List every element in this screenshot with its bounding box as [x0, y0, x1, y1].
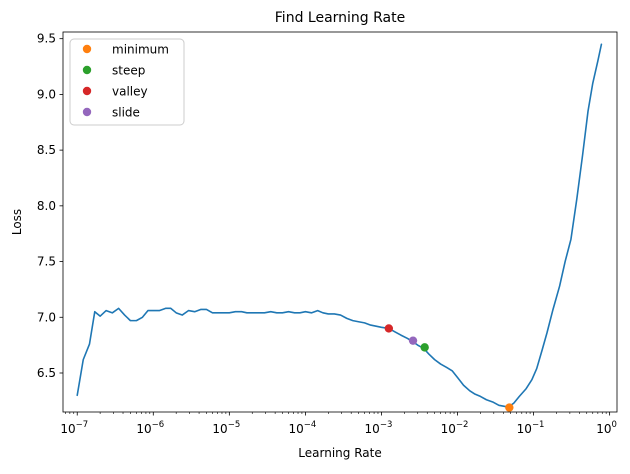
- x-tick-label-base: 10: [212, 422, 227, 436]
- y-tick-label: 8.5: [37, 143, 56, 157]
- x-tick-label-exponent: −3: [380, 420, 393, 430]
- legend-marker-steep: [82, 65, 92, 75]
- marker-steep: [420, 343, 429, 352]
- marker-valley: [384, 324, 394, 333]
- legend-label-valley: valley: [112, 85, 148, 99]
- legend-marker-slide: [82, 107, 92, 117]
- x-tick-label-base: 10: [596, 422, 611, 436]
- y-axis-label: Loss: [10, 209, 24, 235]
- legend-label-slide: slide: [112, 106, 140, 120]
- x-tick-label: 100: [596, 420, 617, 436]
- x-tick-label-base: 10: [441, 422, 456, 436]
- x-tick-label-exponent: −4: [304, 420, 317, 430]
- y-tick-label: 7.5: [37, 255, 56, 269]
- x-tick-label-exponent: 0: [612, 420, 617, 430]
- y-tick-label: 9.5: [37, 32, 56, 46]
- series-line-loss: [76, 43, 603, 408]
- marker-slide: [408, 336, 418, 345]
- x-axis-label: Learning Rate: [298, 446, 381, 460]
- x-tick-label-base: 10: [517, 422, 532, 436]
- x-tick-label-base: 10: [136, 422, 151, 436]
- legend-items: minimum steep valley slide: [82, 43, 169, 120]
- x-tick-label-base: 10: [365, 422, 380, 436]
- y-tick-label: 6.5: [37, 366, 56, 380]
- y-tick-label: 8.0: [37, 199, 56, 213]
- x-tick-label: 10−1: [517, 420, 545, 436]
- x-tick-label: 10−7: [60, 420, 88, 436]
- legend-label-minimum: minimum: [112, 43, 169, 57]
- x-tick-label-exponent: −2: [456, 420, 469, 430]
- chart-title: Find Learning Rate: [275, 10, 405, 26]
- legend-marker-minimum: [82, 44, 92, 54]
- x-tick-label: 10−2: [441, 420, 469, 436]
- legend-marker-valley: [82, 86, 92, 96]
- legend: minimum steep valley slide: [69, 38, 185, 126]
- x-tick-label: 10−6: [136, 420, 164, 436]
- y-tick-label: 7.0: [37, 310, 56, 324]
- x-tick-label: 10−4: [288, 420, 316, 436]
- x-tick-label-exponent: −5: [228, 420, 241, 430]
- marker-layer: [384, 324, 514, 412]
- marker-minimum: [505, 403, 514, 412]
- legend-box: [69, 38, 185, 126]
- x-axis-ticks: 10−7 10−6 10−5 10−4 10−3 10−2 10−1 100: [60, 412, 617, 436]
- y-axis-ticks: 6.5 7.0 7.5 8.0 8.5 9.0 9.5: [37, 32, 63, 380]
- x-tick-label-base: 10: [288, 422, 303, 436]
- x-tick-label-base: 10: [60, 422, 75, 436]
- x-tick-label-exponent: −6: [152, 420, 165, 430]
- x-tick-label-exponent: −1: [532, 420, 545, 430]
- legend-label-steep: steep: [112, 64, 145, 78]
- y-tick-label: 9.0: [37, 87, 56, 101]
- x-tick-label: 10−3: [365, 420, 393, 436]
- x-tick-label-exponent: −7: [76, 420, 89, 430]
- plot-frame: [62, 31, 618, 413]
- x-tick-label: 10−5: [212, 420, 240, 436]
- series-layer: [76, 43, 603, 408]
